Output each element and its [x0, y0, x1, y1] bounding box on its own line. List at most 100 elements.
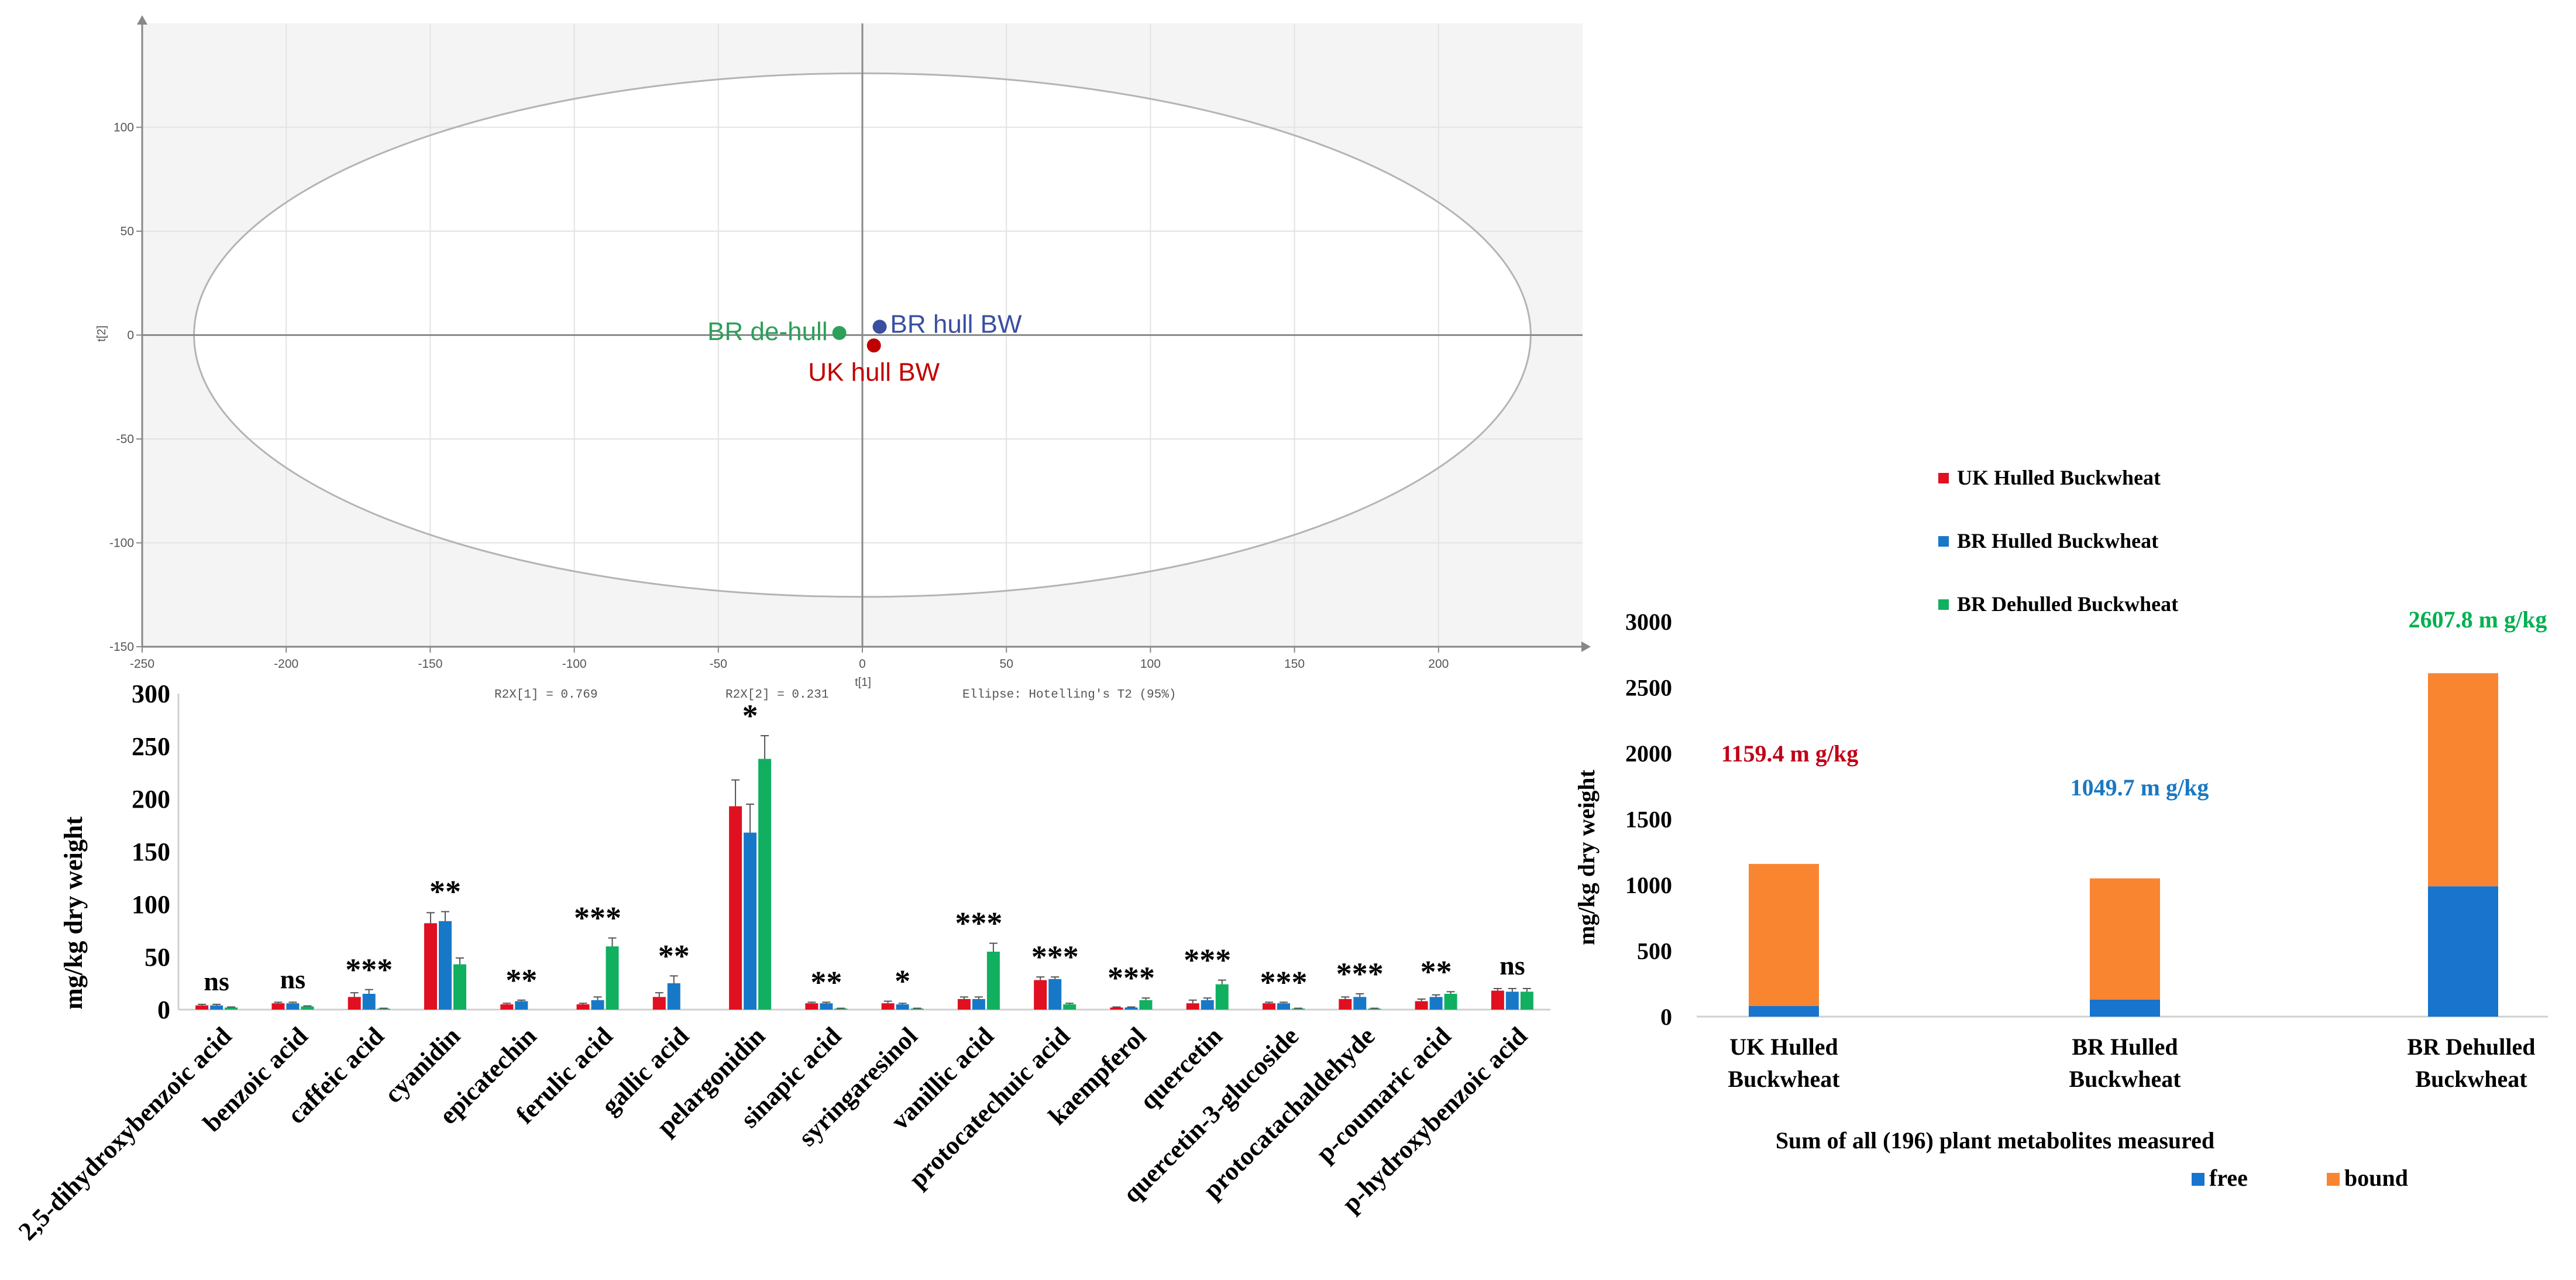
stacked-y-tick-label: 0 — [1660, 1004, 1672, 1030]
bar-br-dehulled — [910, 1008, 924, 1010]
grouped-bar-y-tick-label: 100 — [132, 890, 170, 919]
bar-uk-hulled — [881, 1003, 895, 1010]
ellipse-label: Ellipse: Hotelling's T2 (95%) — [962, 688, 1176, 702]
series-legend-label: BR Dehulled Buckwheat — [1957, 592, 2178, 616]
stacked-bar-bound — [2428, 673, 2498, 887]
metabolite-bar-chart: 0 50 100 150 200 250 300 mg/kg dry weight ns ns… — [13, 680, 1550, 1246]
scatter-point — [872, 320, 887, 334]
grouped-bar-y-ticks: 0 50 100 150 200 250 300 — [132, 680, 170, 1024]
bar-br-dehulled — [1444, 994, 1457, 1010]
bar-br-hulled — [286, 1003, 300, 1010]
significance-label: ** — [810, 965, 842, 1000]
scatter-y-tick-label: 0 — [127, 329, 134, 342]
significance-label: ns — [1499, 950, 1525, 980]
stacked-bar-bound — [1749, 864, 1819, 1006]
bar-br-hulled — [1353, 997, 1367, 1010]
bar-br-dehulled — [1063, 1004, 1077, 1010]
stacked-legend-label-bound: bound — [2344, 1165, 2408, 1191]
bar-uk-hulled — [957, 999, 971, 1010]
bar-br-dehulled — [1368, 1008, 1381, 1010]
grouped-bar-y-tick-label: 200 — [132, 785, 170, 814]
scatter-x-tick-label: 0 — [859, 657, 866, 671]
bar-br-hulled — [515, 1001, 528, 1010]
grouped-bar-y-tick-label: 0 — [157, 996, 170, 1024]
series-legend-swatch — [1938, 536, 1949, 547]
bar-br-dehulled — [834, 1008, 848, 1010]
significance-label: * — [742, 698, 758, 733]
bar-br-dehulled — [986, 952, 1000, 1010]
significance-label: ** — [505, 963, 537, 998]
bar-br-hulled — [362, 994, 376, 1010]
score-scatter-plot: -250 -200 -150 -100 -50 0 50 100 150 200 100 50 0 -50… — [95, 15, 1591, 702]
significance-labels: ns ns *************** **************** *** **… — [204, 698, 1525, 1000]
stacked-legend-swatch-bound — [2327, 1173, 2340, 1186]
series-legend: UK Hulled Buckwheat BR Hulled Buckwheat BR… — [1938, 466, 2178, 616]
bar-br-dehulled — [606, 946, 619, 1010]
bar-br-hulled — [820, 1003, 833, 1010]
scatter-x-tick-label: 50 — [1000, 657, 1013, 671]
category-label: p-coumaric acid — [1311, 1021, 1457, 1168]
category-label: 2,5-dihydroxybenzoic acid — [13, 1021, 237, 1245]
scatter-y-axis-arrow — [137, 15, 147, 25]
bar-br-hulled — [1277, 1003, 1291, 1010]
scatter-y-tick-label: -150 — [109, 640, 134, 654]
series-legend-label: UK Hulled Buckwheat — [1957, 466, 2161, 489]
bar-uk-hulled — [1034, 980, 1047, 1010]
scatter-x-tick-label: 100 — [1140, 657, 1161, 671]
scatter-x-tick-label: 150 — [1284, 657, 1305, 671]
scatter-point-label: BR de-hull — [707, 317, 827, 346]
scatter-x-tick-label: -200 — [274, 657, 298, 671]
bar-br-hulled — [972, 999, 985, 1010]
stacked-category-label: Buckwheat — [2069, 1066, 2181, 1092]
stacked-x-axis-title: Sum of all (196) plant metabolites measu… — [1776, 1127, 2214, 1154]
bar-uk-hulled — [729, 806, 742, 1010]
scatter-point — [866, 338, 881, 353]
stacked-bar-bound — [2090, 878, 2160, 1000]
bar-br-hulled — [744, 832, 757, 1010]
bar-uk-hulled — [195, 1005, 209, 1010]
bar-br-hulled — [1201, 1000, 1214, 1010]
bar-br-hulled — [210, 1005, 223, 1010]
bar-br-hulled — [438, 921, 452, 1010]
grouped-bar-y-tick-label: 50 — [145, 943, 170, 972]
scatter-point-label: UK hull BW — [808, 358, 940, 386]
bar-br-hulled — [1505, 991, 1519, 1010]
bar-br-dehulled — [301, 1006, 314, 1010]
bar-br-dehulled — [1292, 1008, 1305, 1010]
significance-label: *** — [1184, 943, 1231, 978]
scatter-axes — [137, 15, 1591, 652]
scatter-y-tick-label: 50 — [121, 225, 134, 238]
series-legend-label: BR Hulled Buckwheat — [1957, 529, 2158, 553]
significance-label: ** — [429, 874, 461, 910]
stacked-category-label: Buckwheat — [2415, 1066, 2527, 1092]
bar-br-dehulled — [453, 964, 466, 1010]
significance-label: *** — [955, 906, 1002, 941]
bar-uk-hulled — [1415, 1001, 1428, 1010]
bar-uk-hulled — [576, 1004, 590, 1010]
stacked-y-tick-label: 2500 — [1625, 675, 1672, 701]
scatter-x-tick-label: 200 — [1428, 657, 1449, 671]
significance-label: *** — [1031, 939, 1079, 974]
bar-br-dehulled — [1520, 991, 1533, 1010]
grouped-bar-y-tick-label: 250 — [132, 732, 170, 761]
grouped-bar-y-axis-title: mg/kg dry weight — [59, 816, 88, 1010]
stacked-category-label: Buckwheat — [1728, 1066, 1840, 1092]
bar-uk-hulled — [1110, 1007, 1123, 1010]
grouped-bar-axes — [177, 694, 1550, 1011]
bar-uk-hulled — [1186, 1003, 1199, 1010]
bar-br-dehulled — [758, 759, 772, 1010]
r2x1-label: R2X[1] = 0.769 — [494, 688, 597, 702]
r2x2-label: R2X[2] = 0.231 — [725, 688, 828, 702]
grouped-bars — [195, 735, 1533, 1010]
significance-label: *** — [345, 952, 393, 987]
bar-uk-hulled — [805, 1003, 818, 1010]
stacked-y-tick-label: 2000 — [1625, 740, 1672, 767]
bar-br-hulled — [1124, 1007, 1138, 1010]
bar-br-hulled — [667, 983, 680, 1010]
stacked-bars — [1749, 673, 2498, 1017]
bar-uk-hulled — [1263, 1003, 1276, 1010]
bar-br-dehulled — [1139, 1000, 1153, 1010]
series-legend-swatch — [1938, 473, 1949, 483]
